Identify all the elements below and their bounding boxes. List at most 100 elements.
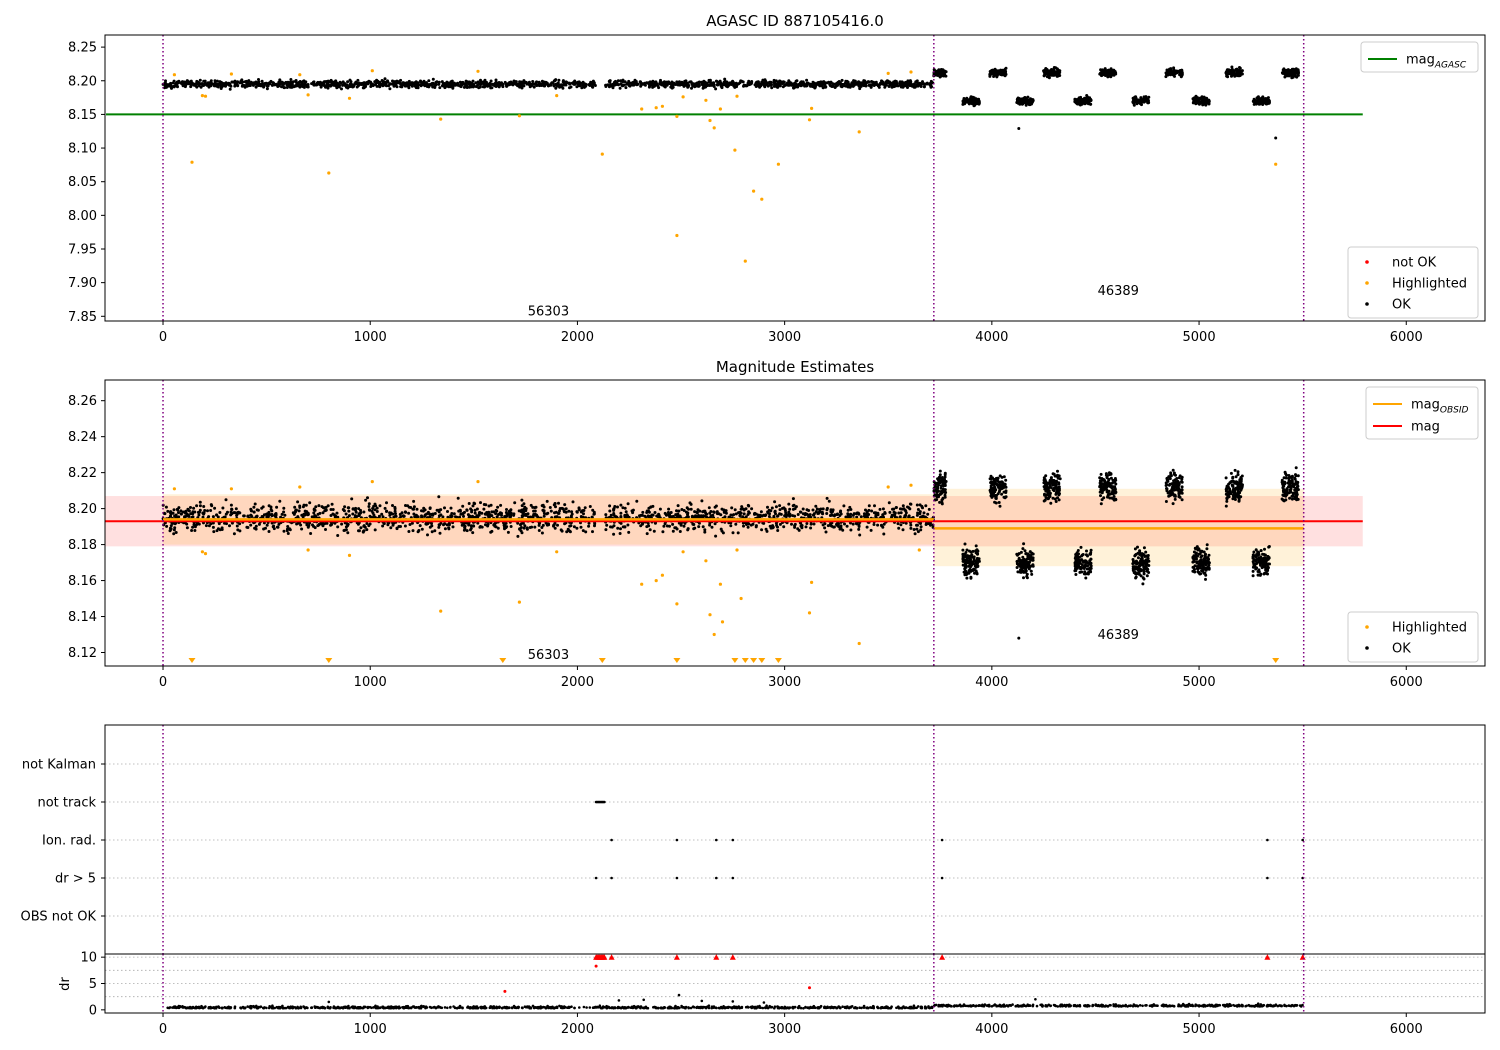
ok-point xyxy=(754,85,758,88)
ok-point xyxy=(411,507,415,511)
panel2-title: Magnitude Estimates xyxy=(716,358,874,376)
ok-point xyxy=(805,522,809,525)
ok-point xyxy=(720,86,724,90)
ok-point xyxy=(778,522,782,526)
ok-point xyxy=(446,82,450,86)
ok-point xyxy=(974,570,978,574)
ok-point xyxy=(659,78,662,82)
ok-point xyxy=(443,84,447,88)
ok-point xyxy=(202,512,206,516)
highlighted-point xyxy=(807,118,812,122)
ok-point xyxy=(367,502,371,506)
ok-point xyxy=(727,83,731,87)
ok-point xyxy=(888,510,892,514)
ok-point xyxy=(449,82,453,86)
ok-point xyxy=(1132,103,1136,107)
ok-point xyxy=(267,530,271,533)
ok-point xyxy=(1173,74,1176,78)
ok-point xyxy=(385,501,388,505)
highlighted-point xyxy=(675,233,679,238)
ok-point xyxy=(854,81,858,85)
ok-point xyxy=(1230,72,1234,76)
ok-point xyxy=(968,567,972,571)
ok-point xyxy=(904,80,908,84)
ok-point xyxy=(354,510,358,514)
ok-point xyxy=(1225,69,1229,72)
ok-point xyxy=(385,80,389,84)
ok-point xyxy=(490,86,494,90)
ok-point xyxy=(898,515,902,519)
ok-point xyxy=(381,515,385,519)
ok-point xyxy=(587,524,591,528)
ok-point xyxy=(824,85,827,89)
ok-point xyxy=(761,78,765,82)
ok-point xyxy=(626,514,630,518)
ok-point xyxy=(314,505,318,509)
ok-point xyxy=(674,526,678,530)
ok-point xyxy=(963,542,967,546)
ok-point xyxy=(324,509,328,512)
ok-point xyxy=(929,523,932,527)
ok-point xyxy=(417,529,421,532)
ok-point xyxy=(975,98,979,102)
highlighted-point xyxy=(810,106,814,110)
ok-point xyxy=(992,75,996,78)
ok-point xyxy=(626,502,630,506)
ok-point xyxy=(236,528,240,532)
ok-point xyxy=(347,514,351,518)
ok-point xyxy=(232,532,236,536)
ok-point xyxy=(373,80,377,84)
ok-point xyxy=(489,79,493,83)
ok-point xyxy=(306,85,310,89)
ok-point xyxy=(820,84,824,88)
ok-point xyxy=(242,514,246,518)
ok-point xyxy=(410,83,413,87)
p1-xtick-label: 1000 xyxy=(354,330,387,345)
ok-point xyxy=(428,515,432,519)
ok-point xyxy=(852,512,856,516)
ok-point xyxy=(765,529,769,533)
ok-point xyxy=(388,82,392,86)
ok-point xyxy=(554,86,558,90)
ok-point xyxy=(1192,99,1196,103)
ok-point xyxy=(164,79,167,83)
ok-point xyxy=(844,515,848,519)
ok-point xyxy=(1000,72,1004,76)
ok-point xyxy=(928,83,932,87)
ok-point xyxy=(915,527,919,531)
ok-point xyxy=(791,497,795,501)
ok-point xyxy=(778,504,782,508)
ok-point xyxy=(484,523,487,527)
ok-point xyxy=(261,515,265,519)
ok-point xyxy=(218,528,222,532)
ok-point xyxy=(671,522,675,526)
ok-point xyxy=(428,525,432,529)
ok-point xyxy=(909,526,913,530)
ok-point xyxy=(326,86,330,90)
ok-point xyxy=(1266,99,1270,103)
ok-point xyxy=(609,83,613,87)
ok-point xyxy=(750,80,754,83)
ok-point xyxy=(676,83,680,87)
ok-point xyxy=(639,82,643,86)
ok-point xyxy=(423,82,427,85)
ok-point xyxy=(924,82,927,86)
ok-point xyxy=(449,80,453,84)
ok-point xyxy=(641,510,645,514)
ok-point xyxy=(882,522,886,526)
p1-legend-label: Highlighted xyxy=(1392,277,1467,292)
ok-point xyxy=(310,515,314,519)
ok-point xyxy=(813,86,817,90)
ok-point xyxy=(846,512,850,516)
highlighted-point xyxy=(857,130,861,134)
ok-point xyxy=(818,510,822,513)
ok-point xyxy=(490,529,494,533)
ok-point xyxy=(172,508,176,512)
ok-point xyxy=(829,84,832,88)
ok-point xyxy=(255,514,259,518)
ok-point xyxy=(437,514,441,518)
ok-point xyxy=(757,83,761,87)
ok-point xyxy=(257,78,260,81)
ok-point xyxy=(333,521,337,525)
ok-point xyxy=(965,576,969,580)
